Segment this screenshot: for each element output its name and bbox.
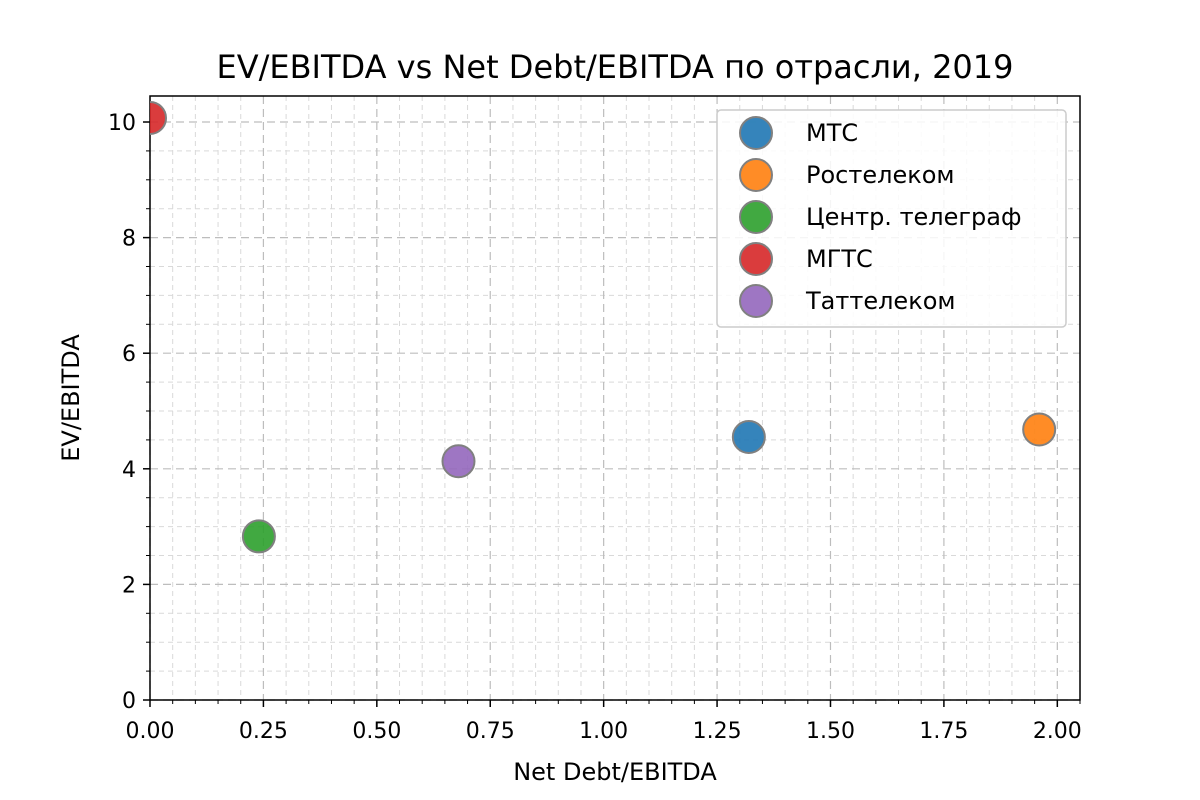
x-tick-label: 0.25: [239, 719, 288, 744]
legend-marker: [739, 242, 773, 276]
x-tick-label: 1.75: [919, 719, 968, 744]
legend-marker: [739, 284, 773, 318]
chart-title: EV/EBITDA vs Net Debt/EBITDA по отрасли,…: [216, 48, 1013, 86]
legend-marker: [739, 116, 773, 150]
x-axis-label: Net Debt/EBITDA: [513, 758, 717, 786]
legend: МТС Ростелеком Центр. телеграф МГТС Таттелек…: [716, 109, 1067, 328]
x-tick-label: 0.00: [126, 719, 175, 744]
legend-marker: [739, 158, 773, 192]
x-tick-label: 2.00: [1033, 719, 1082, 744]
y-tick-label: 4: [122, 458, 136, 483]
legend-label: Таттелеком: [805, 287, 955, 315]
y-tick-label: 0: [122, 689, 136, 714]
data-point: [731, 420, 766, 455]
data-point: [150, 100, 167, 135]
x-tick-label: 0.50: [352, 719, 401, 744]
y-tick-label: 10: [108, 111, 136, 136]
legend-label: Центр. телеграф: [806, 203, 1021, 231]
legend-box: [716, 109, 1067, 328]
x-tick-label: 1.25: [693, 719, 742, 744]
legend-label: Ростелеком: [806, 161, 955, 189]
y-tick-label: 6: [122, 342, 136, 367]
x-tick-label: 1.50: [806, 719, 855, 744]
x-tick-label: 1.00: [579, 719, 628, 744]
plot-frame: [149, 95, 1081, 701]
legend-label: МГТС: [806, 245, 873, 273]
axis-ticks: 0.00 0.25 0.50 0.75 1.00 1.25 1.50 1.75 2.00 0 2 4 6…: [108, 111, 1082, 744]
data-point: [241, 519, 276, 554]
y-axis-label: EV/EBITDA: [57, 334, 85, 462]
data-point: [441, 444, 476, 479]
data-points: [150, 100, 1057, 554]
legend-marker: [739, 200, 773, 234]
x-tick-label: 0.75: [466, 719, 515, 744]
y-tick-label: 2: [122, 573, 136, 598]
legend-label: МТС: [806, 119, 858, 147]
data-point: [1022, 412, 1057, 447]
y-tick-label: 8: [122, 227, 136, 252]
